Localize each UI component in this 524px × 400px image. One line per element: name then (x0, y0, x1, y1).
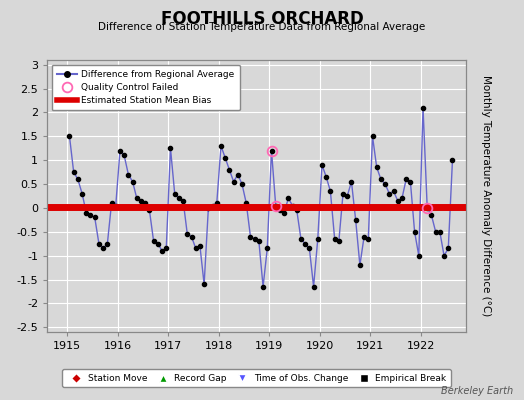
Legend: Station Move, Record Gap, Time of Obs. Change, Empirical Break: Station Move, Record Gap, Time of Obs. C… (62, 369, 451, 387)
Text: Berkeley Earth: Berkeley Earth (441, 386, 514, 396)
Y-axis label: Monthly Temperature Anomaly Difference (°C): Monthly Temperature Anomaly Difference (… (481, 75, 490, 317)
Text: Difference of Station Temperature Data from Regional Average: Difference of Station Temperature Data f… (99, 22, 425, 32)
Text: FOOTHILLS ORCHARD: FOOTHILLS ORCHARD (161, 10, 363, 28)
